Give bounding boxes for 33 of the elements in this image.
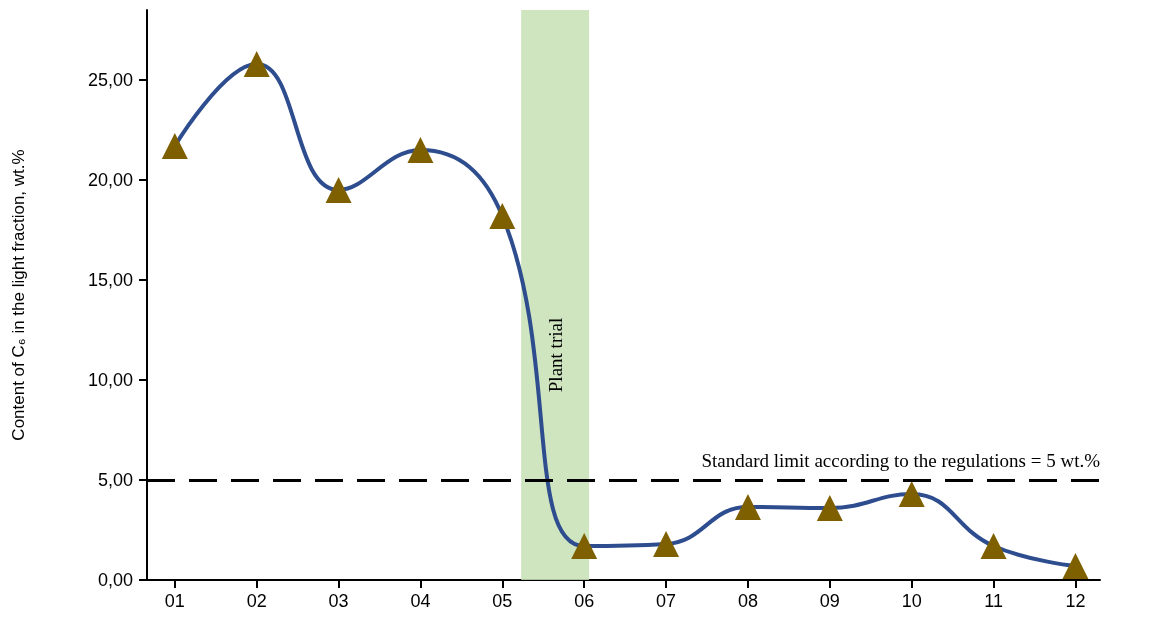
point bbox=[243, 51, 270, 77]
point bbox=[816, 495, 843, 521]
point bbox=[325, 177, 352, 203]
ref-line-label: Standard limit according to the regulations = 5 wt.% bbox=[701, 450, 1101, 471]
y-axis-title: Content of C₆ in the light fraction, wt.% bbox=[9, 149, 28, 441]
x-tick-label: 11 bbox=[984, 591, 1003, 611]
y-tick-label: 5,00 bbox=[97, 470, 133, 490]
point bbox=[489, 203, 516, 229]
x-tick-label: 04 bbox=[410, 591, 431, 611]
point bbox=[653, 531, 680, 557]
point bbox=[407, 137, 434, 163]
x-tick-label: 02 bbox=[246, 591, 267, 611]
point bbox=[1062, 553, 1089, 579]
y-tick-label: 0,00 bbox=[97, 570, 133, 590]
x-tick-label: 09 bbox=[819, 591, 840, 611]
x-tick-label: 06 bbox=[574, 591, 595, 611]
x-tick-label: 07 bbox=[656, 591, 677, 611]
x-tick-label: 03 bbox=[328, 591, 349, 611]
y-tick-label: 20,00 bbox=[87, 170, 133, 190]
x-tick-label: 10 bbox=[901, 591, 922, 611]
point bbox=[898, 481, 925, 507]
x-tick-label: 01 bbox=[164, 591, 185, 611]
y-tick-label: 15,00 bbox=[87, 270, 133, 290]
x-tick-label: 05 bbox=[492, 591, 513, 611]
band-label: Plant trial bbox=[544, 317, 566, 393]
x-tick-label: 12 bbox=[1065, 591, 1086, 611]
point bbox=[161, 133, 188, 159]
point bbox=[734, 494, 761, 520]
point bbox=[571, 533, 598, 559]
y-tick-label: 25,00 bbox=[87, 70, 133, 90]
x-tick-label: 08 bbox=[737, 591, 758, 611]
point bbox=[980, 533, 1007, 559]
y-tick-label: 10,00 bbox=[87, 370, 133, 390]
